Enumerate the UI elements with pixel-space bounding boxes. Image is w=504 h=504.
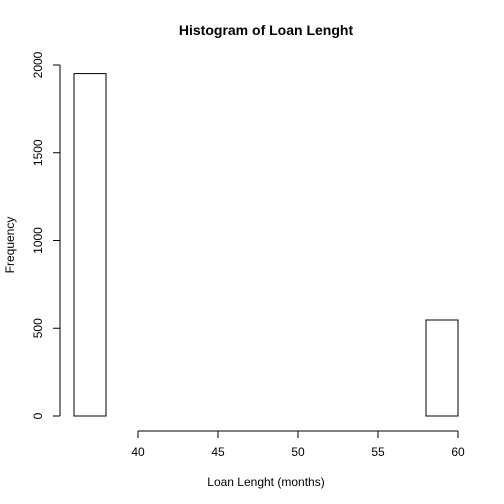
y-tick-label-1000: 1000: [31, 227, 45, 254]
x-tick-label-40: 40: [131, 445, 145, 459]
x-tick-label-55: 55: [371, 445, 385, 459]
x-axis: 40 45 50 55 60: [131, 430, 465, 459]
y-axis-label: Frequency: [3, 217, 17, 274]
x-tick-label-45: 45: [211, 445, 225, 459]
x-axis-label: Loan Lenght (months): [207, 475, 324, 489]
y-tick-label-2000: 2000: [31, 51, 45, 78]
bars-group: [73, 73, 459, 417]
histogram-bar-11: [425, 319, 459, 417]
y-axis: 0 500 1000 1500 2000: [31, 51, 61, 419]
y-tick-label-500: 500: [31, 318, 45, 338]
y-tick-label-0: 0: [31, 412, 45, 419]
x-tick-label-60: 60: [451, 445, 465, 459]
x-tick-label-50: 50: [291, 445, 305, 459]
chart-title: Histogram of Loan Lenght: [179, 22, 354, 38]
histogram-bar-0: [73, 73, 107, 417]
y-tick-label-1500: 1500: [31, 139, 45, 166]
